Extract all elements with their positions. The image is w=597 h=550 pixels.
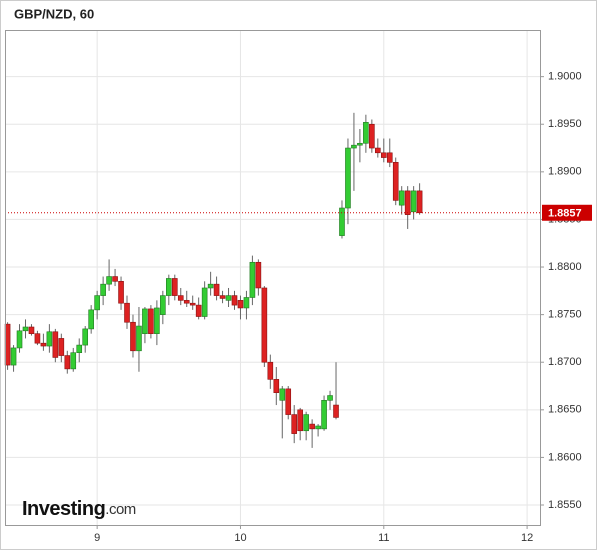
candle-down xyxy=(285,388,292,415)
candle-up xyxy=(201,287,208,317)
plot: 1.8550 1.8600 1.8650 1.8700 1.8750 1.8800 1.88… xyxy=(4,30,592,544)
candle-down xyxy=(112,276,118,282)
candle-down xyxy=(40,342,47,347)
candle-up xyxy=(357,142,363,146)
plot-border xyxy=(5,30,541,526)
x-tick-label: 11 xyxy=(378,532,389,544)
candle-down xyxy=(267,361,274,380)
candle-down xyxy=(386,152,393,163)
last-price-label: 1.8857 xyxy=(548,208,582,220)
candle-up xyxy=(166,278,172,296)
candle-down xyxy=(52,331,59,358)
candle-down xyxy=(34,333,41,344)
candle-up xyxy=(351,144,357,149)
candle-up xyxy=(100,283,106,296)
x-tick-label: 12 xyxy=(521,532,533,544)
candle-up xyxy=(207,283,214,289)
candle-up xyxy=(10,347,17,366)
candle-up xyxy=(76,344,83,354)
candle-up xyxy=(249,261,256,298)
candle-up xyxy=(70,352,77,370)
candle-down xyxy=(416,190,423,214)
candle-up xyxy=(94,295,100,311)
candle-up xyxy=(154,307,160,334)
candle-up xyxy=(345,147,351,209)
candle-down xyxy=(297,409,303,432)
candle-up xyxy=(16,330,23,349)
candle-up xyxy=(136,325,142,352)
candle-up xyxy=(327,395,333,401)
candle-up xyxy=(142,308,148,334)
candle-down xyxy=(148,308,154,334)
y-tick-label: 1.8550 xyxy=(548,499,582,511)
logo-suffix: .com xyxy=(105,501,136,518)
candle-down xyxy=(404,190,411,215)
y-tick-label: 1.8650 xyxy=(548,404,582,416)
candle-down xyxy=(171,278,178,296)
y-tick-label: 1.8700 xyxy=(548,356,582,368)
candle-down xyxy=(177,295,184,301)
candle-up xyxy=(106,276,112,285)
candle-down xyxy=(219,295,226,299)
y-tick-label: 1.8750 xyxy=(548,309,582,321)
candle-down xyxy=(237,300,244,309)
y-tick-label: 1.8600 xyxy=(548,451,582,463)
candle-up xyxy=(88,309,94,330)
candle-up xyxy=(303,414,309,432)
candle-down xyxy=(380,152,387,158)
candle-up xyxy=(160,295,166,315)
candle-up xyxy=(410,190,417,213)
x-tick-label: 9 xyxy=(94,532,100,544)
candle-down xyxy=(273,379,280,393)
candle-down xyxy=(291,414,298,434)
y-tick-label: 1.8900 xyxy=(548,166,582,178)
candle-up xyxy=(321,399,327,430)
x-tick-label: 10 xyxy=(234,532,246,544)
y-tick-label: 1.8800 xyxy=(548,261,582,273)
candle-up xyxy=(363,122,369,144)
logo: Investing.com xyxy=(22,498,136,520)
candle-up xyxy=(225,295,232,301)
candle-down xyxy=(261,287,268,363)
candle-up xyxy=(398,190,405,206)
candle-up xyxy=(315,425,321,430)
candle-up xyxy=(22,326,29,332)
candle-down xyxy=(333,404,339,418)
candle-down xyxy=(392,162,399,201)
chart-title: GBP/NZD, 60 xyxy=(14,6,94,21)
candle-down xyxy=(118,281,124,304)
candle-down xyxy=(195,304,202,317)
candle-down xyxy=(64,355,71,370)
candle-up xyxy=(279,388,286,401)
candle-down xyxy=(369,123,375,149)
candle-up xyxy=(243,297,250,309)
candle-up xyxy=(46,331,53,347)
candle-down xyxy=(183,300,190,304)
candle-up xyxy=(339,207,345,236)
candle-down xyxy=(231,295,238,306)
candle-down xyxy=(213,283,220,296)
candle-down xyxy=(58,338,65,356)
candle-up xyxy=(82,328,89,346)
y-tick-label: 1.8950 xyxy=(548,118,582,130)
candle-down xyxy=(309,423,315,430)
candle-down xyxy=(189,302,196,306)
candle-down xyxy=(28,326,35,334)
candle-down xyxy=(124,302,130,323)
y-tick-label: 1.9000 xyxy=(548,71,582,83)
logo-name: Investing xyxy=(22,498,105,520)
candle-down xyxy=(130,321,136,352)
candle-down xyxy=(375,147,381,154)
last-price-box xyxy=(542,204,592,221)
candle-down xyxy=(255,261,262,289)
